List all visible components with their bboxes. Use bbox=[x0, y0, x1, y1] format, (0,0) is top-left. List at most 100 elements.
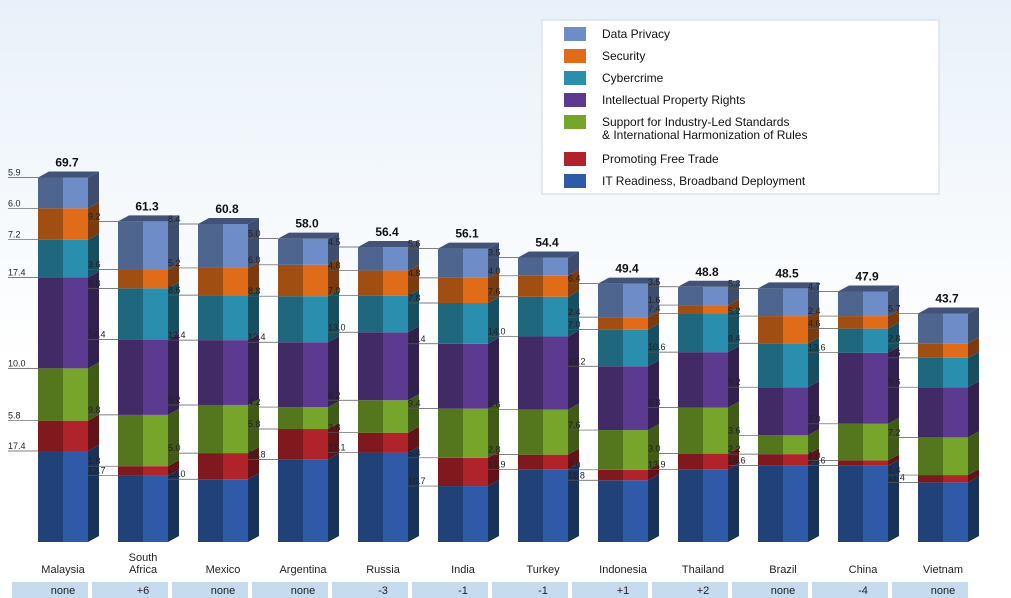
segment-value-label: 1.0 bbox=[808, 450, 821, 460]
bar-segment bbox=[543, 275, 568, 297]
bar-segment bbox=[223, 404, 248, 454]
segment-value-label: 4.6 bbox=[808, 319, 821, 329]
bar-segment bbox=[838, 328, 863, 353]
bar-segment-side bbox=[88, 171, 99, 209]
segment-value-label: 3.6 bbox=[88, 260, 101, 270]
bar-segment bbox=[463, 248, 488, 278]
bar-segment bbox=[383, 332, 408, 401]
bar-segment bbox=[598, 329, 623, 367]
rank-change-label: +1 bbox=[617, 585, 630, 597]
segment-value-label: 3.5 bbox=[648, 277, 661, 287]
bar-segment bbox=[198, 453, 223, 480]
bar-total-label: 69.7 bbox=[55, 155, 79, 169]
bar-segment bbox=[518, 454, 543, 470]
bar-segment-side bbox=[408, 446, 419, 542]
bar-segment bbox=[943, 313, 968, 344]
bar-segment-side bbox=[888, 346, 899, 424]
rank-change-label: -1 bbox=[458, 585, 468, 597]
bar-segment bbox=[838, 423, 863, 461]
bar-segment bbox=[678, 286, 703, 306]
legend-label: Security bbox=[602, 49, 645, 63]
segment-value-label: 12.2 bbox=[568, 356, 586, 366]
bar-segment-side bbox=[568, 463, 579, 542]
bar-segment bbox=[518, 257, 543, 276]
bar-segment-side bbox=[728, 463, 739, 542]
bar-segment bbox=[758, 454, 783, 466]
bar-segment bbox=[463, 343, 488, 409]
bar-segment-side bbox=[248, 398, 259, 454]
bar-segment bbox=[918, 343, 943, 358]
bar-segment-side bbox=[248, 289, 259, 341]
rank-change-label: none bbox=[211, 585, 235, 597]
bar-segment bbox=[303, 459, 328, 542]
bar-segment bbox=[623, 329, 648, 367]
bar-total-label: 43.7 bbox=[935, 291, 959, 305]
segment-value-label: 5.6 bbox=[408, 239, 421, 249]
bar-segment bbox=[758, 316, 783, 344]
country-label: Argentina bbox=[279, 564, 327, 576]
bar-total-label: 47.9 bbox=[855, 269, 879, 283]
bar-segment bbox=[63, 239, 88, 278]
bar-segment-side bbox=[88, 271, 99, 369]
legend-swatch bbox=[564, 27, 586, 41]
bar-segment bbox=[303, 342, 328, 408]
bar-segment bbox=[703, 469, 728, 542]
bar-segment-side bbox=[328, 453, 339, 542]
legend-swatch bbox=[564, 152, 586, 166]
bar-segment bbox=[918, 475, 943, 483]
bar-segment-side bbox=[648, 323, 659, 367]
bar-segment bbox=[678, 305, 703, 314]
segment-value-label: 6.4 bbox=[568, 274, 581, 284]
bar-segment bbox=[38, 208, 63, 240]
segment-value-label: 15.8 bbox=[248, 449, 266, 459]
segment-value-label: 7.8 bbox=[408, 293, 421, 303]
bar-segment-side bbox=[888, 417, 899, 461]
bar-segment bbox=[703, 313, 728, 353]
segment-value-label: 2.2 bbox=[728, 444, 741, 454]
segment-value-label: 7.2 bbox=[888, 427, 901, 437]
segment-value-label: 9.6 bbox=[888, 377, 901, 387]
bar-segment bbox=[783, 316, 808, 344]
bar-segment bbox=[358, 432, 383, 453]
segment-value-label: 13.0 bbox=[328, 322, 346, 332]
bar-segment bbox=[118, 475, 143, 542]
bar-segment bbox=[703, 352, 728, 408]
bar-segment bbox=[198, 404, 223, 454]
bar-segment-side bbox=[808, 282, 819, 317]
segment-value-label: 2.4 bbox=[808, 306, 821, 316]
bar-segment bbox=[63, 420, 88, 451]
segment-value-label: 8.6 bbox=[168, 285, 181, 295]
bar-segment-side bbox=[648, 424, 659, 470]
bar-total-label: 48.5 bbox=[775, 266, 799, 280]
bar-segment bbox=[518, 275, 543, 297]
bar-segment-side bbox=[328, 401, 339, 430]
segment-value-label: 12.4 bbox=[168, 330, 186, 340]
bar-segment bbox=[838, 465, 863, 542]
segment-value-label: 14.4 bbox=[88, 330, 106, 340]
bar-segment-side bbox=[968, 337, 979, 358]
segment-value-label: 5.8 bbox=[248, 419, 261, 429]
segment-value-label: 1.6 bbox=[648, 295, 661, 305]
bar-top-face bbox=[38, 171, 99, 178]
bar-segment bbox=[198, 267, 223, 296]
bar-segment bbox=[758, 387, 783, 436]
rank-change-cell bbox=[12, 582, 88, 598]
segment-value-label: 5.0 bbox=[168, 443, 181, 453]
bar-top-face bbox=[598, 277, 659, 284]
bar-segment bbox=[278, 264, 303, 297]
bar-segment bbox=[278, 429, 303, 460]
bar-segment-side bbox=[88, 414, 99, 451]
bar-segment-side bbox=[168, 408, 179, 467]
bar-segment bbox=[838, 316, 863, 329]
segment-value-label: 5.6 bbox=[888, 348, 901, 358]
bar-segment-side bbox=[488, 242, 499, 278]
segment-value-label: 6.2 bbox=[328, 390, 341, 400]
bar-segment-side bbox=[488, 451, 499, 487]
bar-segment bbox=[198, 224, 223, 268]
rank-change-label: none bbox=[931, 585, 955, 597]
bar-segment bbox=[303, 296, 328, 343]
bar-segment-side bbox=[648, 360, 659, 431]
bar-segment bbox=[543, 409, 568, 455]
bar-segment bbox=[463, 457, 488, 487]
bar-segment-side bbox=[328, 336, 339, 408]
